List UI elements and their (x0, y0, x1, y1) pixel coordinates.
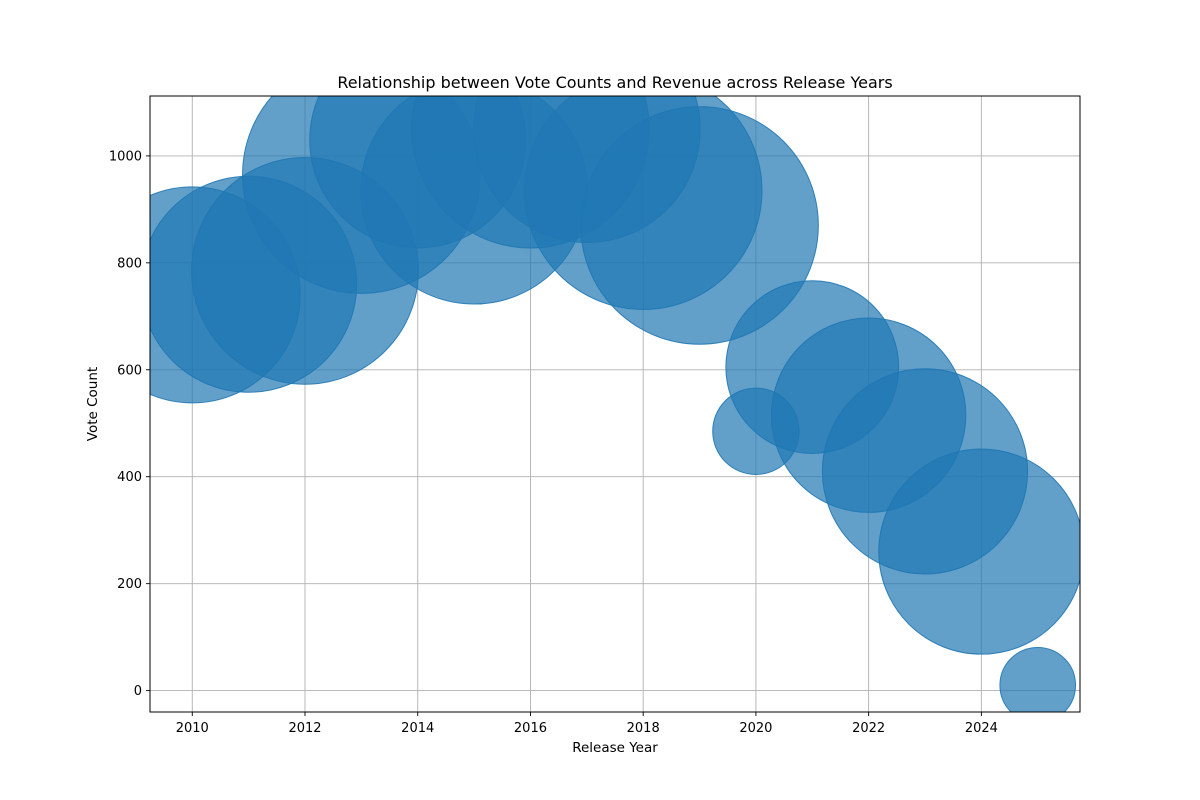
y-tick-label: 600 (117, 363, 142, 378)
x-axis-ticks: 2010 2012 2014 2016 2018 2020 2022 2024 (176, 712, 998, 736)
plot-frame (149, 95, 1081, 713)
bubbles (150, 96, 1080, 712)
x-tick-label: 2024 (965, 721, 998, 736)
y-axis-label: Vote Count (85, 367, 101, 441)
y-axis-ticks: 0 200 400 600 800 1000 (109, 149, 150, 699)
x-tick-label: 2010 (176, 721, 209, 736)
y-tick-label: 200 (117, 577, 142, 592)
x-tick-label: 2022 (852, 721, 885, 736)
x-axis-label: Release Year (572, 740, 658, 756)
chart-title: Relationship between Vote Counts and Rev… (337, 73, 892, 92)
bubble-point (580, 106, 819, 345)
bubble-point (999, 646, 1077, 712)
y-tick-label: 400 (117, 470, 142, 485)
x-tick-label: 2014 (401, 721, 434, 736)
y-tick-label: 0 (134, 684, 142, 699)
x-tick-label: 2012 (288, 721, 321, 736)
x-tick-label: 2018 (627, 721, 660, 736)
y-tick-label: 1000 (109, 149, 142, 164)
x-tick-label: 2016 (514, 721, 547, 736)
x-tick-label: 2020 (739, 721, 772, 736)
bubble-point (878, 448, 1080, 655)
y-tick-label: 800 (117, 256, 142, 271)
